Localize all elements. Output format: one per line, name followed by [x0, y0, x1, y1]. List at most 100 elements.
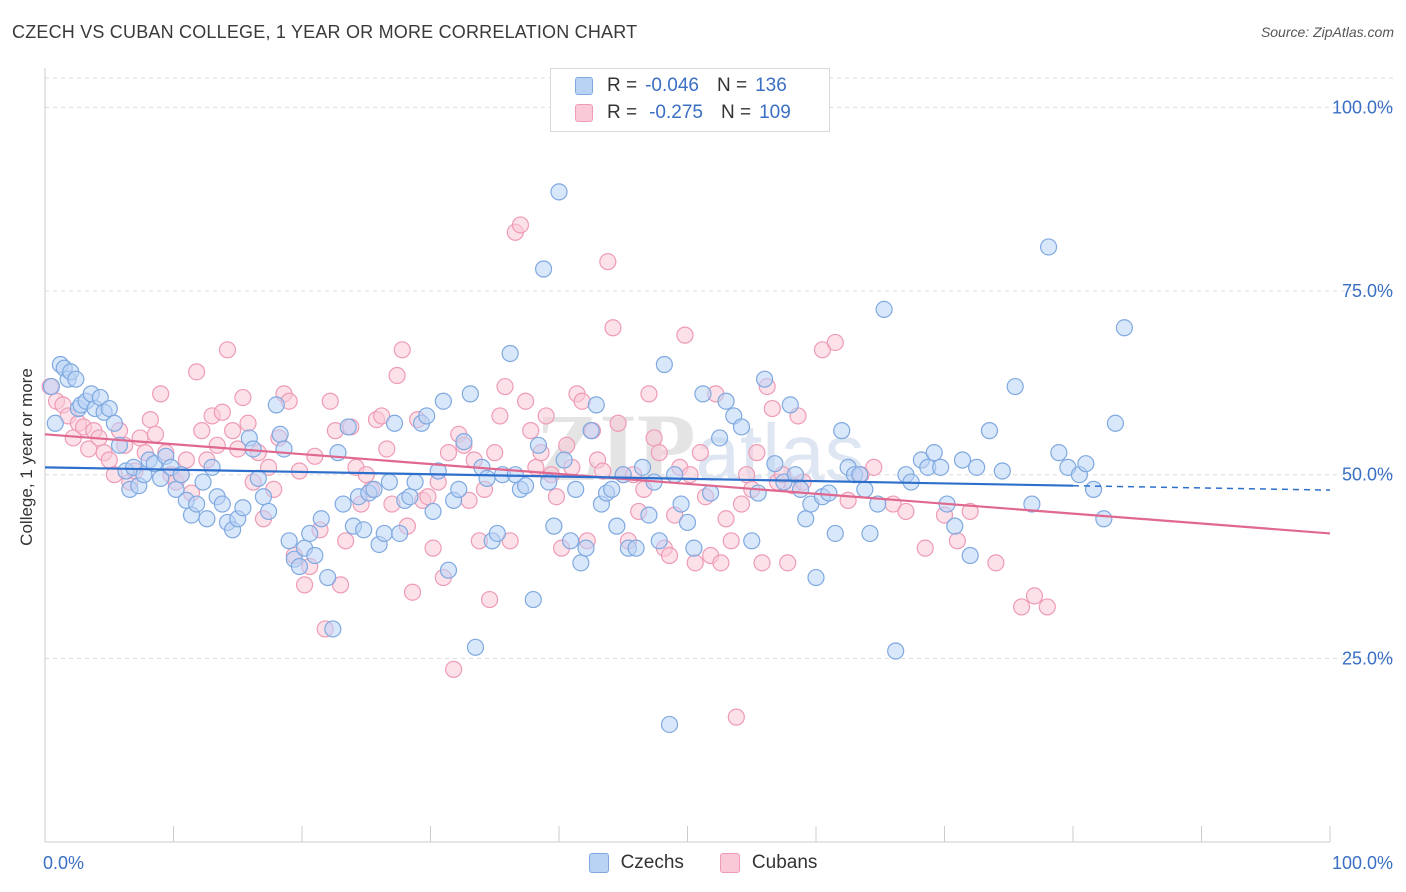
czechs-point — [711, 429, 729, 447]
cubans-point — [357, 466, 375, 484]
czechs-point — [572, 554, 590, 572]
cubans-point — [321, 392, 339, 410]
cubans-swatch — [719, 853, 740, 873]
legend-box: R = -0.046 N = 136 R = -0.275 N = 109 — [550, 68, 830, 132]
czechs-point — [391, 524, 409, 543]
cubans-point — [393, 341, 411, 359]
czechs-point — [100, 399, 118, 418]
czechs-point — [1023, 495, 1041, 513]
czechs-point — [1050, 444, 1068, 462]
cubans-point — [403, 583, 422, 601]
czechs-point — [375, 524, 393, 543]
legend-item-czechs[interactable]: Czechs — [588, 852, 684, 874]
cubans-point — [331, 576, 350, 594]
cubans-point — [753, 554, 771, 572]
czechs-point — [385, 414, 404, 432]
legend-row-cubans: R = -0.275 N = 109 — [575, 101, 791, 125]
r-label: R = — [607, 102, 638, 123]
czechs-point — [550, 183, 568, 201]
x-tick-label: 0.0% — [43, 853, 84, 873]
cubans-point — [722, 532, 740, 550]
czechs-points — [42, 183, 1134, 734]
czechs-point — [678, 513, 697, 532]
cubans-point — [676, 326, 694, 344]
cubans-point — [604, 319, 622, 337]
cubans-point — [748, 444, 766, 462]
czechs-swatch — [588, 853, 609, 873]
cubans-point — [188, 363, 206, 381]
cubans-point — [732, 495, 751, 513]
cubans-point — [218, 341, 237, 359]
legend-item-cubans[interactable]: Cubans — [719, 852, 818, 874]
cubans-point — [599, 253, 617, 271]
czechs-point — [306, 546, 324, 565]
r-label: R = — [607, 75, 638, 96]
cubans-point — [1012, 598, 1031, 616]
cubans-point — [594, 462, 612, 480]
czechs-point — [418, 407, 436, 425]
czechs-point — [334, 495, 352, 513]
czechs-point — [545, 517, 563, 535]
cubans-point — [424, 539, 442, 557]
cubans-point — [501, 532, 519, 550]
cubans-n-value: 109 — [759, 102, 791, 123]
cubans-point — [826, 333, 844, 352]
cubans-point — [865, 458, 883, 476]
czechs-point — [797, 510, 815, 528]
czechs-point — [717, 392, 735, 410]
n-label: N = — [716, 75, 748, 96]
legend-cubans-label: Cubans — [751, 852, 818, 873]
cubans-point — [763, 399, 781, 418]
czechs-point — [488, 524, 506, 543]
y-tick-label: 100.0% — [1332, 97, 1393, 117]
czechs-point — [702, 484, 720, 502]
cubans-point — [131, 429, 149, 447]
czechs-point — [851, 466, 869, 484]
czechs-point — [608, 517, 626, 535]
czechs-point — [105, 414, 123, 432]
cubans-point — [224, 422, 242, 440]
czechs-point — [280, 532, 298, 550]
czechs-point — [203, 458, 221, 476]
czechs-point — [439, 561, 458, 579]
czechs-point — [259, 502, 278, 521]
czechs-point — [524, 590, 542, 609]
czechs-point — [582, 422, 600, 440]
czechs-point — [365, 480, 383, 498]
cubans-point — [378, 440, 396, 458]
czechs-point — [650, 532, 668, 550]
czechs-point — [640, 506, 658, 524]
czechs-point — [587, 396, 605, 414]
czechs-point — [501, 344, 519, 363]
cubans-point — [516, 392, 535, 410]
czechs-point — [685, 539, 703, 557]
czechs-point — [466, 638, 485, 656]
czechs-point — [666, 466, 684, 484]
cubans-point — [239, 414, 257, 432]
czechs-point — [455, 433, 473, 451]
czechs-point — [925, 444, 943, 462]
source-label: Source: ZipAtlas.com — [1260, 24, 1394, 40]
cubans-point — [208, 436, 226, 454]
czechs-trend-line — [44, 466, 1074, 487]
czechs-point — [254, 488, 273, 506]
cubans-point — [537, 407, 555, 425]
czechs-point — [529, 436, 548, 454]
czechs-point — [946, 517, 964, 535]
czechs-point — [833, 422, 851, 440]
czechs-point — [380, 473, 398, 491]
cubans-r-value: -0.275 — [649, 102, 703, 123]
czechs-point — [755, 370, 774, 388]
cubans-point — [419, 488, 437, 506]
czechs-point — [732, 418, 751, 436]
czechs-point — [249, 469, 267, 487]
cubans-point — [681, 466, 699, 484]
axes — [44, 68, 1331, 843]
cubans-point — [660, 546, 679, 565]
czechs-point — [603, 480, 621, 498]
cubans-point — [193, 422, 211, 440]
czechs-point — [234, 499, 252, 517]
cubans-point — [547, 488, 566, 506]
czechs-point — [861, 524, 879, 543]
czechs-point — [434, 392, 452, 410]
